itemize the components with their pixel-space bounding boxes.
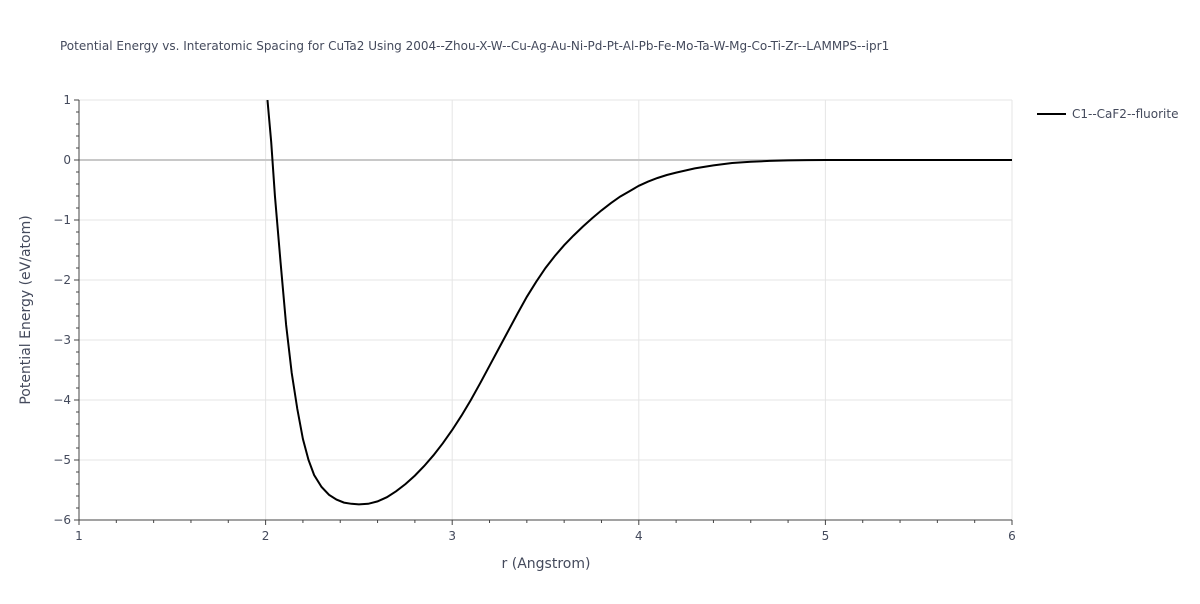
y-tick-label: −3 bbox=[53, 333, 71, 347]
y-axis-title: Potential Energy (eV/atom) bbox=[18, 215, 34, 404]
y-tick-label: −1 bbox=[53, 213, 71, 227]
series-lines bbox=[266, 100, 1012, 506]
y-tick-label: −5 bbox=[53, 453, 71, 467]
grid-lines bbox=[79, 99, 1013, 520]
x-tick-label: 2 bbox=[262, 529, 270, 543]
y-tick-label: −4 bbox=[53, 393, 71, 407]
series-line-0 bbox=[266, 100, 1012, 506]
x-tick-label: 3 bbox=[448, 529, 456, 543]
legend[interactable]: C1--CaF2--fluorite bbox=[1037, 107, 1178, 121]
y-tick-label: 0 bbox=[63, 153, 71, 167]
x-axis-title: r (Angstrom) bbox=[502, 556, 591, 572]
x-tick-label: 5 bbox=[822, 529, 830, 543]
y-tick-label: 1 bbox=[63, 93, 71, 107]
legend-label: C1--CaF2--fluorite bbox=[1072, 107, 1178, 121]
x-tick-label: 4 bbox=[635, 529, 643, 543]
axes: 1 2 3 4 5 6 1 0 −1 −2 −3 −4 −5 −6 bbox=[53, 93, 1016, 543]
y-tick-label: −2 bbox=[53, 273, 71, 287]
x-tick-label: 1 bbox=[75, 529, 83, 543]
x-tick-label: 6 bbox=[1008, 529, 1016, 543]
y-tick-label: −6 bbox=[53, 513, 71, 527]
chart-title: Potential Energy vs. Interatomic Spacing… bbox=[60, 39, 889, 53]
